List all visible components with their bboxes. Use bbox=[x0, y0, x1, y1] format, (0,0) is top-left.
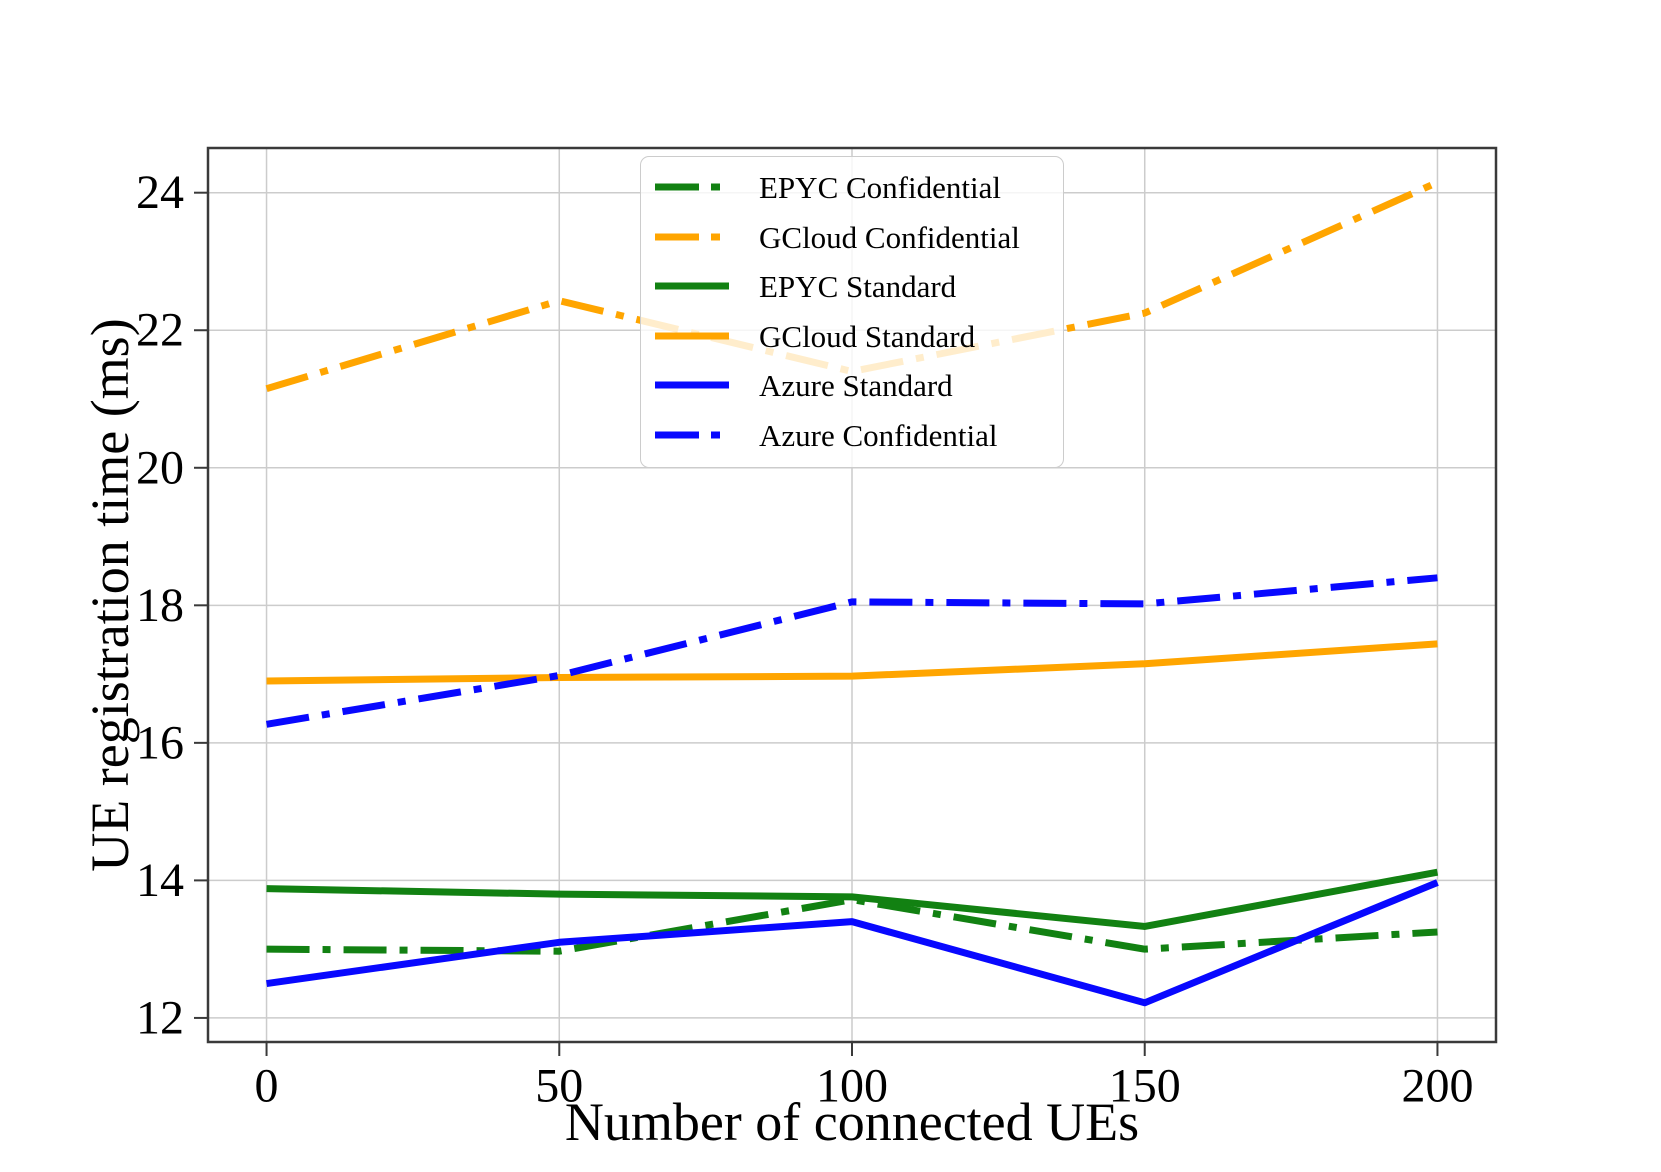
legend-line-sample-gcloud-confidential bbox=[655, 229, 729, 247]
y-axis-label: UE registration time (ms) bbox=[80, 318, 140, 872]
y-tick-label-12: 12 bbox=[136, 991, 184, 1044]
legend-item-gcloud-confidential: GCloud Confidential bbox=[641, 214, 1063, 262]
series-line-azure-standard bbox=[266, 879, 1439, 1007]
legend: EPYC Confidential GCloud Confidential EPYC… bbox=[640, 156, 1064, 468]
legend-label: Azure Standard bbox=[759, 368, 953, 404]
x-tick-label-200: 200 bbox=[1401, 1060, 1473, 1113]
legend-item-azure-confidential: Azure Confidential bbox=[641, 412, 1063, 460]
series-line-gcloud-standard bbox=[266, 640, 1438, 685]
series-line-azure-confidential bbox=[265, 574, 1438, 728]
series-line-epyc-confidential bbox=[266, 896, 1438, 955]
series-line-gcloud-confidential bbox=[265, 179, 1439, 393]
legend-line-sample-azure-standard bbox=[655, 377, 729, 395]
x-tick-label-0: 0 bbox=[255, 1060, 279, 1113]
y-tick-label-16: 16 bbox=[136, 716, 184, 769]
x-tick-label-150: 150 bbox=[1109, 1060, 1181, 1113]
legend-label: GCloud Standard bbox=[759, 318, 976, 354]
legend-item-azure-standard: Azure Standard bbox=[641, 362, 1063, 410]
legend-item-epyc-confidential: EPYC Confidential bbox=[641, 164, 1063, 212]
series-line-epyc-standard bbox=[266, 868, 1439, 930]
x-tick-label-50: 50 bbox=[535, 1060, 583, 1113]
legend-item-gcloud-standard: GCloud Standard bbox=[641, 313, 1063, 361]
legend-label: EPYC Confidential bbox=[759, 170, 1001, 206]
legend-label: EPYC Standard bbox=[759, 269, 957, 305]
legend-item-epyc-standard: EPYC Standard bbox=[641, 263, 1063, 311]
legend-label: Azure Confidential bbox=[759, 417, 998, 453]
x-tick-label-100: 100 bbox=[816, 1060, 888, 1113]
y-tick-label-24: 24 bbox=[136, 166, 184, 219]
y-tick-label-14: 14 bbox=[136, 854, 184, 907]
x-axis-label: Number of connected UEs bbox=[564, 1092, 1140, 1152]
legend-label: GCloud Confidential bbox=[759, 219, 1020, 255]
legend-line-sample-epyc-standard bbox=[655, 278, 729, 296]
y-tick-label-18: 18 bbox=[136, 579, 184, 632]
y-tick-label-22: 22 bbox=[136, 304, 184, 357]
legend-line-sample-azure-confidential bbox=[655, 427, 729, 445]
y-tick-label-20: 20 bbox=[136, 441, 184, 494]
legend-line-sample-gcloud-standard bbox=[655, 328, 729, 346]
legend-line-sample-epyc-confidential bbox=[655, 179, 729, 197]
